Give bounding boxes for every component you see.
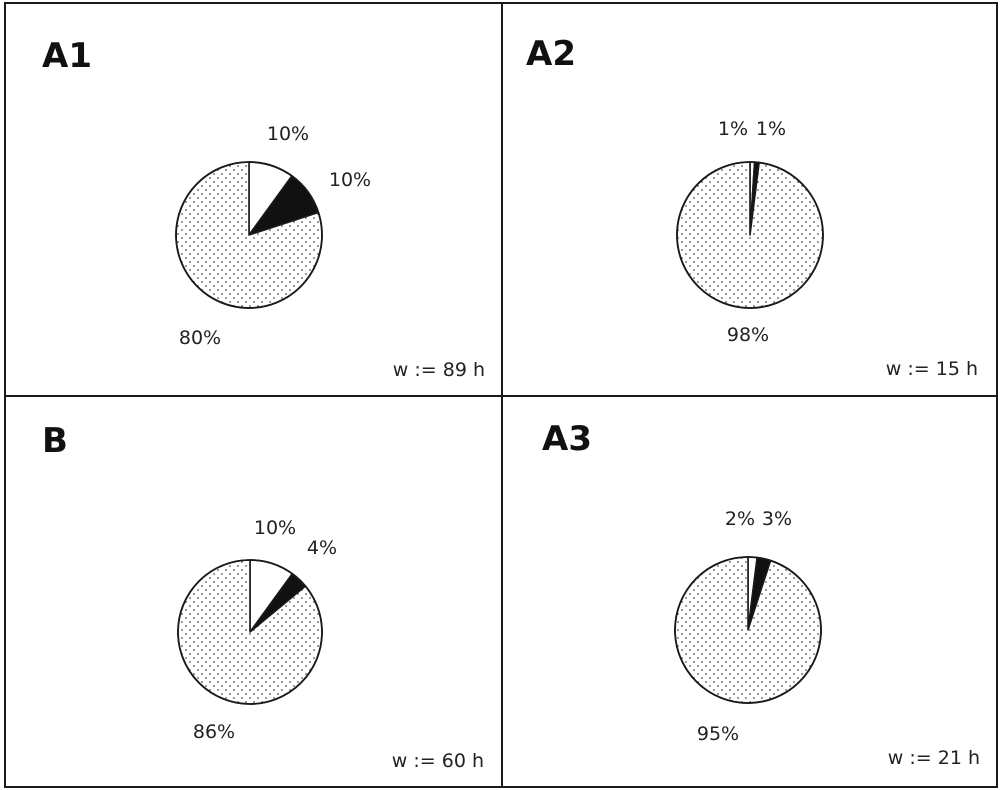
slice-label-a1-dotted: 80% (179, 327, 221, 349)
pie-panel-a1: A1 10% 10% 80% w := 89 h (42, 36, 485, 381)
slice-label-a2-black: 1% (756, 118, 786, 140)
pie-outline-b (177, 559, 323, 705)
pie-panel-a3: A3 2% 3% 95% w := 21 h (542, 419, 980, 769)
slice-label-b-black: 4% (307, 537, 337, 559)
duration-label-b: w := 60 h (392, 750, 484, 772)
slice-label-b-white: 10% (254, 517, 296, 539)
duration-label-a1: w := 89 h (393, 359, 485, 381)
slice-label-a3-white: 2% (725, 508, 755, 530)
slice-label-a2-white: 1% (718, 118, 748, 140)
panel-title-a3: A3 (542, 419, 592, 459)
panel-title-a2: A2 (526, 34, 576, 74)
duration-label-a3: w := 21 h (888, 747, 980, 769)
slice-label-b-dotted: 86% (193, 721, 235, 743)
pie-panel-b: B 10% 4% 86% w := 60 h (42, 421, 484, 772)
panel-frame (4, 2, 998, 788)
panel-title-b: B (42, 421, 68, 461)
panel-title-a1: A1 (42, 36, 92, 76)
slice-label-a1-white: 10% (267, 123, 309, 145)
slice-label-a1-black: 10% (329, 169, 371, 191)
slice-label-a2-dotted: 98% (727, 324, 769, 346)
pie-outline-a1 (175, 161, 323, 309)
slice-label-a3-dotted: 95% (697, 723, 739, 745)
pie-outline-a2 (676, 161, 824, 309)
slice-label-a3-black: 3% (762, 508, 792, 530)
duration-label-a2: w := 15 h (886, 358, 978, 380)
pie-panel-a2: A2 1% 1% 98% w := 15 h (526, 34, 978, 380)
pie-outline-a3 (674, 556, 822, 704)
